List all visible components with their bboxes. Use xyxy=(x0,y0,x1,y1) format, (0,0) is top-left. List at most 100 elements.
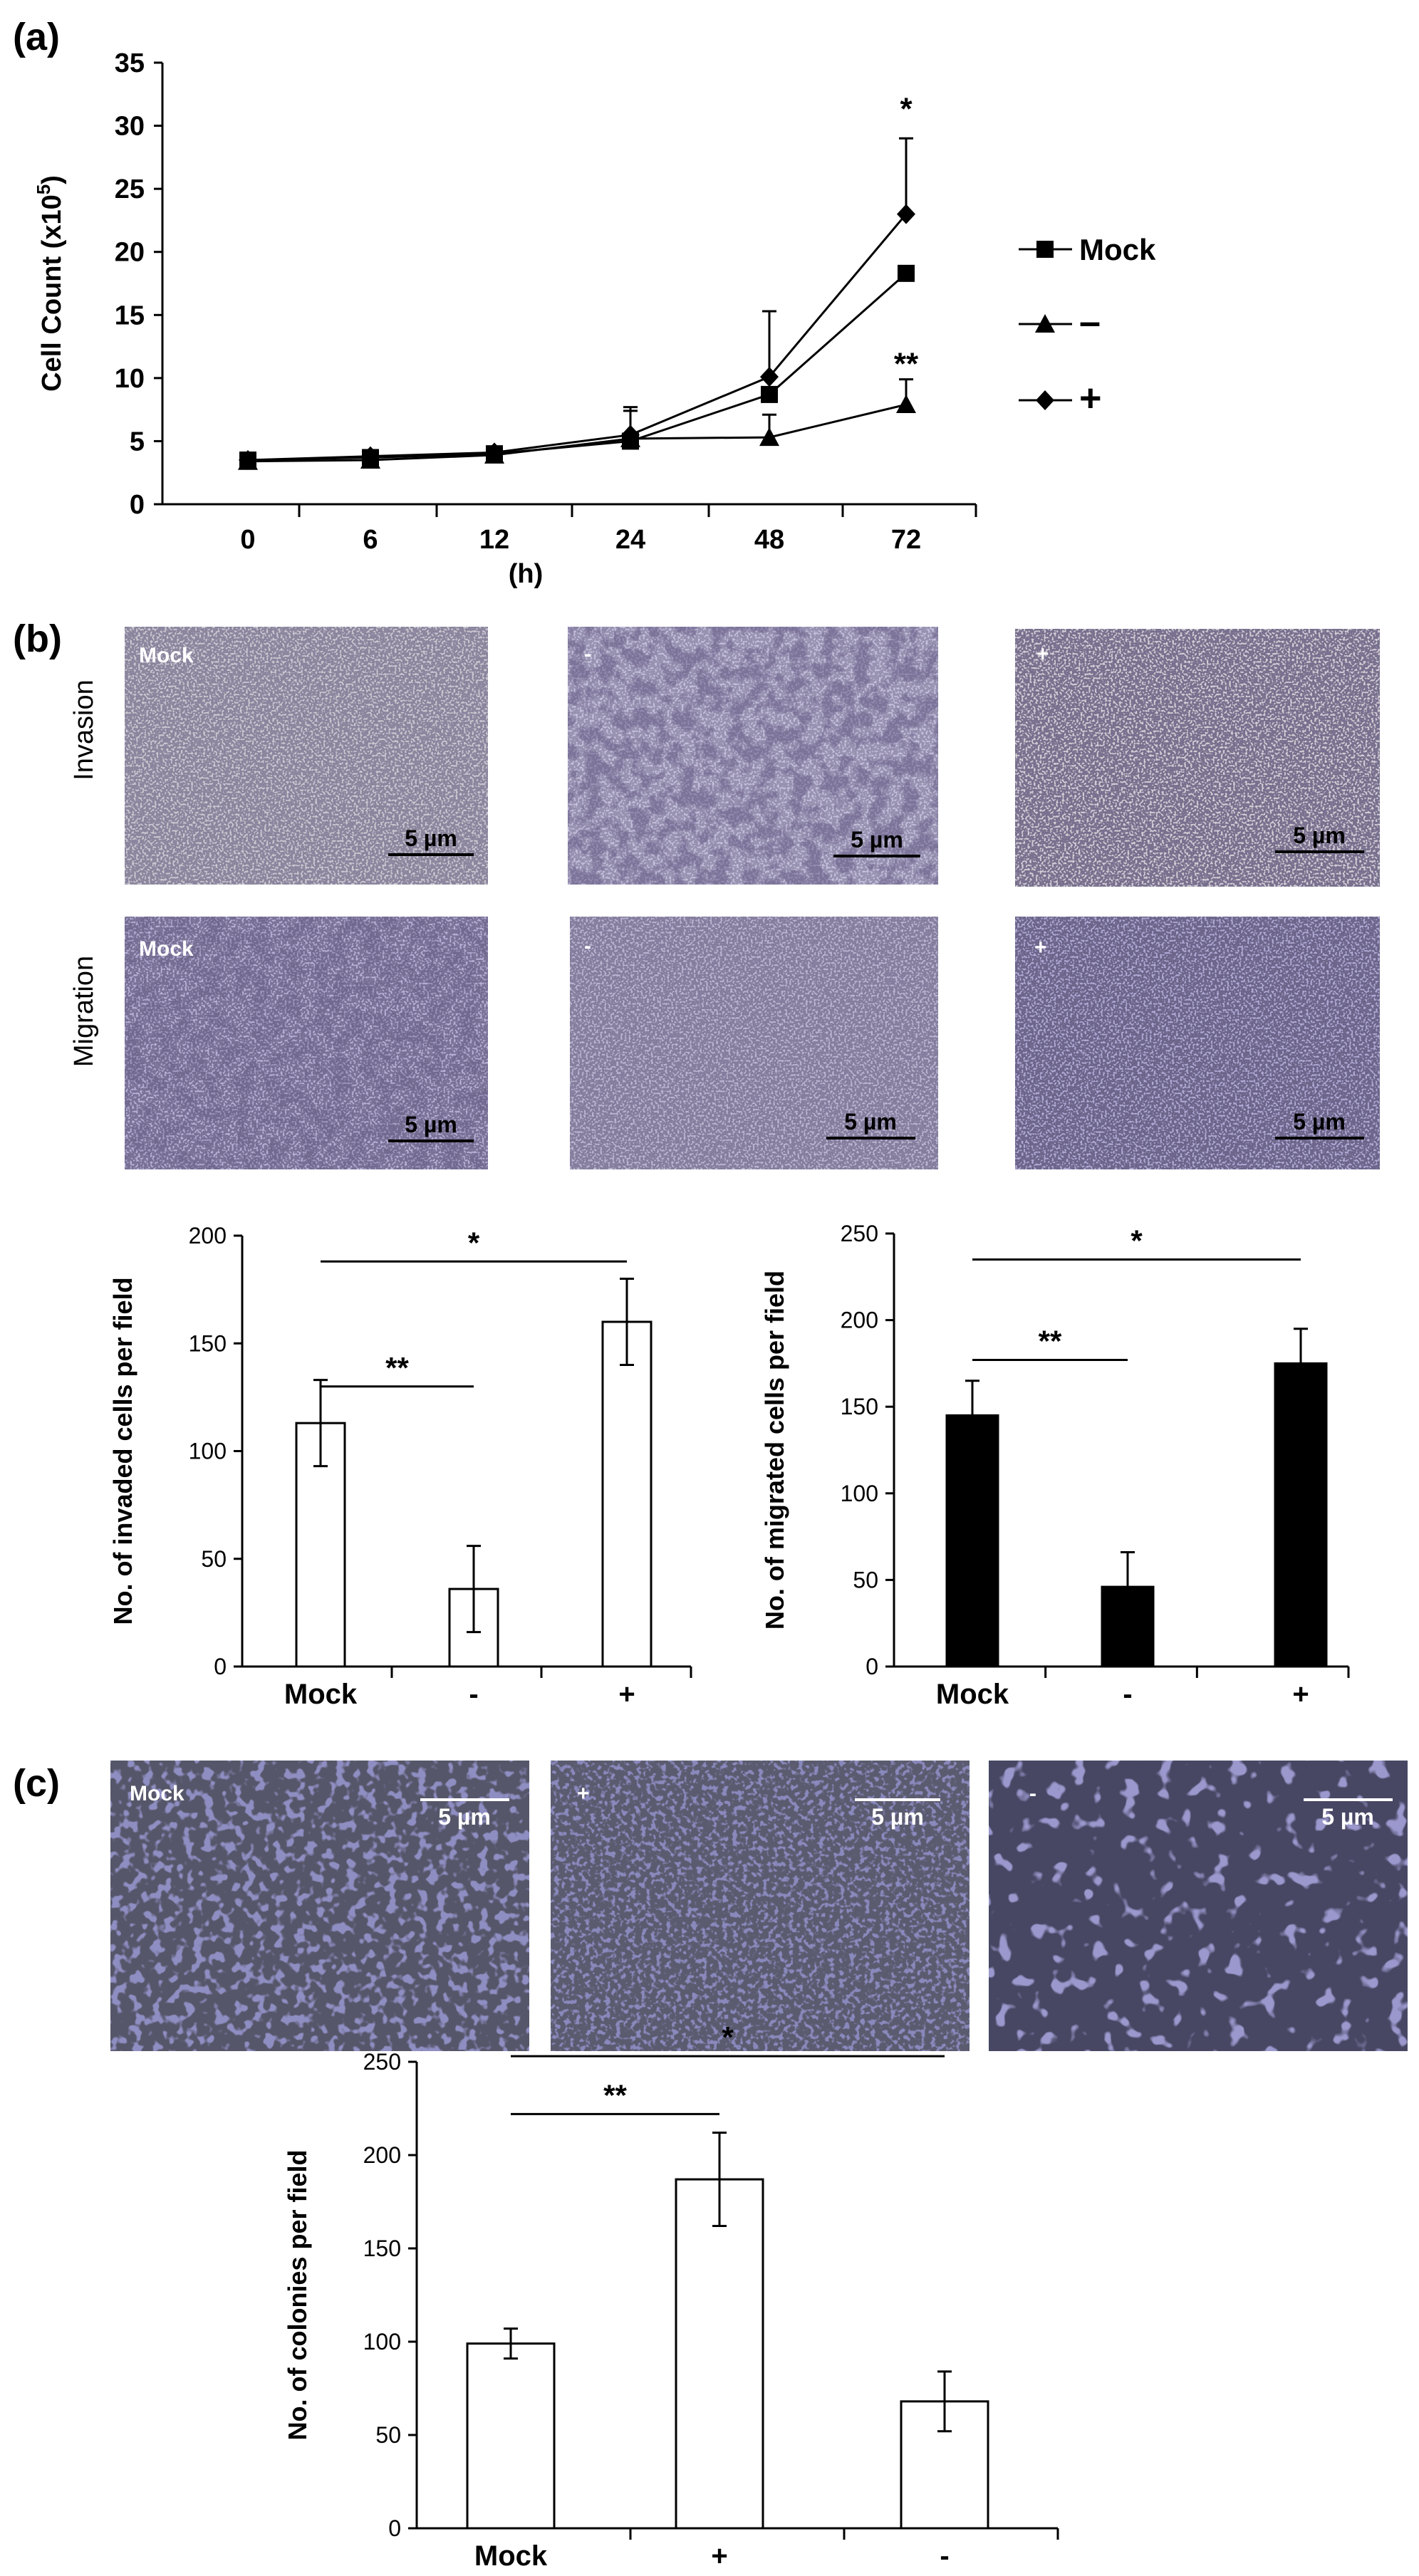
y-tick-label: 0 xyxy=(388,2515,401,2541)
x-axis-label: (h) xyxy=(509,559,544,589)
x-tick-label: 48 xyxy=(754,525,784,555)
scale-bar-label: 5 µm xyxy=(405,825,457,851)
x-tick-label: 24 xyxy=(615,525,645,555)
micrograph-grid-b: Invasion Migration Mock 5 µm - 5 µm + 5 … xyxy=(69,627,1380,1169)
scale-bar-label: 5 µm xyxy=(1321,1804,1374,1830)
y-tick-label: 0 xyxy=(130,490,145,520)
y-tick-label: 50 xyxy=(853,1567,878,1592)
bar xyxy=(675,2178,764,2530)
y-axis-label: No. of invaded cells per field xyxy=(108,1277,137,1625)
data-point xyxy=(239,450,257,470)
y-tick-label: 150 xyxy=(841,1394,878,1419)
legend-entry: + xyxy=(1019,377,1102,419)
y-tick-label: 250 xyxy=(841,1221,878,1246)
x-tick-label: + xyxy=(711,2540,727,2572)
data-point xyxy=(759,427,779,447)
invaded-cells-bar-chart: 0 50 100 150 200 Mock - + No. of invaded cells p… xyxy=(108,1223,692,1710)
legend-label: + xyxy=(1079,377,1102,419)
scale-bar-label: 5 µm xyxy=(851,827,903,852)
micrograph-label: Mock xyxy=(139,644,194,667)
micrograph-colony-plus: + 5 µm xyxy=(551,1761,970,2051)
micrograph-migration-plus: + 5 µm xyxy=(1015,917,1380,1169)
y-tick-label: 100 xyxy=(363,2329,401,2355)
x-tick-label: - xyxy=(940,2540,949,2572)
data-point xyxy=(485,442,504,463)
x-tick-label: 6 xyxy=(363,525,378,555)
micrograph-invasion-mock: Mock 5 µm xyxy=(125,627,488,885)
bar xyxy=(945,1414,999,1668)
significance-marker: * xyxy=(722,2020,734,2054)
x-tick-label: Mock xyxy=(474,2540,548,2572)
y-tick-label: 150 xyxy=(363,2236,401,2261)
scale-bar-label: 5 µm xyxy=(438,1804,491,1830)
significance-marker: * xyxy=(900,92,913,127)
data-point xyxy=(761,385,778,403)
legend-label: – xyxy=(1079,301,1101,343)
data-point xyxy=(621,424,640,445)
micrograph-label: + xyxy=(1036,642,1049,666)
row-label-migration: Migration xyxy=(69,956,99,1067)
panel-label-c: (c) xyxy=(13,1762,60,1805)
legend-marker xyxy=(1036,241,1054,258)
series-line xyxy=(247,272,907,462)
significance-marker: ** xyxy=(894,347,919,382)
significance-marker: * xyxy=(468,1226,480,1259)
series-line xyxy=(247,213,908,462)
series-square xyxy=(239,264,915,469)
data-point xyxy=(896,395,916,414)
data-point xyxy=(898,264,915,282)
micrograph-colony-minus: - 5 µm xyxy=(989,1761,1408,2051)
micrograph-label: - xyxy=(584,934,591,958)
series-diamond xyxy=(239,137,915,470)
y-tick-label: 200 xyxy=(841,1308,878,1333)
panel-label-a: (a) xyxy=(13,16,60,58)
micrograph-colony-mock: Mock 5 µm xyxy=(110,1761,529,2051)
significance-marker: ** xyxy=(385,1351,409,1385)
legend-label: Mock xyxy=(1079,233,1156,266)
y-tick-label: 50 xyxy=(375,2422,401,2448)
legend-marker xyxy=(1035,314,1055,333)
row-label-invasion: Invasion xyxy=(69,679,99,781)
y-tick-label: 50 xyxy=(201,1546,227,1572)
y-axis-label: No. of migrated cells per field xyxy=(760,1271,789,1629)
data-point xyxy=(897,204,915,224)
x-tick-label: + xyxy=(618,1679,635,1710)
y-tick-label: 100 xyxy=(189,1439,227,1464)
x-tick-label: Mock xyxy=(284,1679,358,1710)
y-tick-label: 25 xyxy=(115,174,145,204)
micrograph-invasion-plus: + 5 µm xyxy=(1015,629,1380,887)
x-tick-label: - xyxy=(469,1679,478,1710)
bar xyxy=(466,2342,556,2530)
x-tick-label: Mock xyxy=(936,1679,1009,1710)
y-tick-label: 5 xyxy=(130,427,145,457)
bar xyxy=(601,1320,653,1668)
y-tick-label: 35 xyxy=(115,48,145,78)
x-tick-label: - xyxy=(1123,1679,1132,1710)
micrograph-label: Mock xyxy=(130,1782,184,1805)
y-tick-label: 250 xyxy=(363,2049,401,2075)
micrograph-invasion-minus: - 5 µm xyxy=(568,627,938,885)
y-tick-label: 200 xyxy=(363,2142,401,2168)
x-tick-label: + xyxy=(1292,1679,1309,1710)
y-tick-label: 15 xyxy=(115,301,145,330)
micrograph-label: Mock xyxy=(139,937,194,961)
y-tick-label: 30 xyxy=(115,112,145,142)
scale-bar-label: 5 µm xyxy=(871,1804,924,1830)
x-tick-label: 72 xyxy=(891,525,921,555)
y-tick-label: 20 xyxy=(115,238,145,268)
significance-marker: ** xyxy=(603,2078,627,2112)
legend-entry: – xyxy=(1019,301,1101,343)
legend-marker xyxy=(1036,390,1054,410)
scale-bar-label: 5 µm xyxy=(1293,823,1346,848)
data-point xyxy=(361,446,380,466)
y-tick-label: 10 xyxy=(115,364,145,394)
legend-entry: Mock xyxy=(1019,233,1156,266)
growth-line-chart: 0 5 10 15 20 25 30 35 0 6 12 24 48 72 (h) Cell Count (x… xyxy=(33,48,1156,589)
micrograph-label: - xyxy=(1029,1782,1036,1805)
y-axis-label: No. of colonies per field xyxy=(283,2149,312,2440)
x-tick-label: 12 xyxy=(479,525,509,555)
micrograph-label: + xyxy=(1034,936,1047,959)
panel-label-b: (b) xyxy=(13,617,62,660)
micrograph-label: + xyxy=(577,1782,590,1805)
